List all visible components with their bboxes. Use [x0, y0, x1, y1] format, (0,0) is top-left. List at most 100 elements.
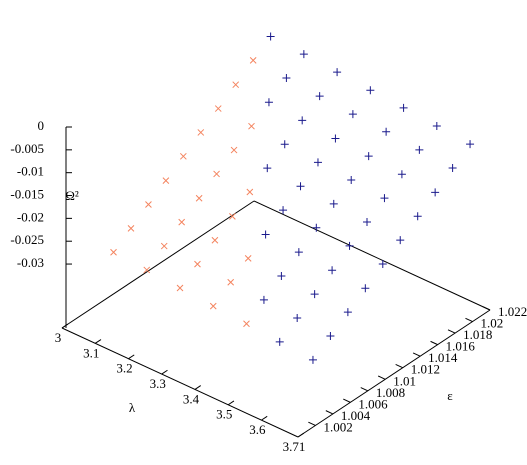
point [364, 152, 373, 161]
point [248, 122, 255, 130]
y-tick-label: 1.01 [393, 373, 416, 388]
point [382, 127, 391, 136]
point [197, 129, 205, 136]
point [431, 188, 440, 197]
point [266, 32, 275, 41]
y-tick [325, 410, 334, 415]
point [366, 86, 375, 95]
y-tick-label: 1.008 [376, 385, 405, 400]
point [362, 217, 371, 226]
x-tick [297, 432, 305, 438]
point [397, 170, 406, 179]
point [214, 105, 222, 112]
point [326, 332, 335, 341]
point [299, 50, 308, 59]
point [399, 103, 408, 112]
y-tick [308, 421, 316, 426]
y-axis [297, 309, 491, 438]
y-tick-label: 1.004 [341, 408, 371, 423]
point [413, 212, 422, 221]
point [227, 278, 235, 286]
point [347, 176, 356, 185]
point [329, 199, 338, 208]
point [230, 146, 238, 154]
point [361, 284, 370, 293]
point [345, 241, 354, 250]
z-tick-label: -0.025 [10, 232, 44, 247]
base-edge [61, 200, 255, 329]
point [396, 236, 405, 245]
x-axis-label: λ [129, 400, 136, 415]
y-tick-label: 1.022 [498, 304, 527, 319]
y-tick-label: 1.016 [446, 339, 476, 354]
x-tick [261, 415, 268, 421]
point [432, 122, 441, 131]
point [279, 206, 288, 215]
x-tick [194, 385, 201, 390]
point [162, 177, 170, 185]
y-tick [482, 306, 491, 311]
point [211, 236, 219, 244]
z-tick-label: 0 [38, 118, 45, 133]
x-tick-label: 3.5 [216, 407, 232, 422]
point [277, 271, 286, 280]
point [280, 140, 289, 149]
point [466, 140, 475, 149]
point [232, 81, 240, 89]
point [127, 225, 135, 232]
point [348, 110, 357, 119]
point [313, 158, 322, 167]
point [415, 145, 424, 154]
base-edge [253, 200, 491, 311]
y-tick [343, 398, 351, 403]
point [259, 295, 268, 304]
y-tick-label: 1.014 [428, 350, 458, 365]
z-tick-label: -0.01 [17, 164, 44, 179]
point [249, 56, 257, 64]
point [298, 116, 307, 125]
point [331, 134, 340, 143]
point [176, 284, 184, 292]
y-tick [430, 340, 438, 346]
point [282, 73, 291, 82]
y-tick [377, 375, 386, 380]
x-tick [128, 354, 135, 360]
x-tick-label: 3.3 [150, 376, 166, 391]
point [264, 98, 273, 107]
point [194, 260, 201, 268]
x-tick-label: 3.4 [183, 391, 200, 406]
point [244, 254, 252, 262]
x-tick [94, 339, 102, 344]
x-tick-label: 3.2 [116, 361, 132, 376]
z-axis-label: Ω² [65, 188, 79, 203]
point [333, 68, 342, 77]
point [378, 259, 387, 268]
point [143, 266, 151, 274]
z-tick-label: -0.02 [17, 209, 44, 224]
point [312, 223, 321, 232]
y-tick-label: 1.02 [481, 316, 504, 331]
x-tick-label: 3 [55, 330, 62, 345]
point [145, 201, 152, 208]
point [195, 194, 203, 202]
point [328, 266, 337, 275]
y-tick [465, 317, 473, 322]
point [315, 92, 324, 101]
z-tick-label: -0.03 [17, 255, 44, 270]
y-tick [360, 387, 369, 392]
point [160, 242, 168, 250]
point [213, 170, 220, 178]
z-tick-label: -0.015 [10, 187, 44, 202]
point [178, 218, 186, 226]
point [296, 182, 305, 191]
point [448, 163, 457, 172]
x-tick [227, 400, 235, 406]
point [380, 194, 389, 203]
point [275, 337, 284, 346]
point [261, 230, 270, 239]
y-tick [412, 352, 421, 357]
y-tick-label: 1.012 [411, 362, 440, 377]
x-axis [61, 327, 299, 438]
x-tick-label: 3.1 [83, 345, 99, 360]
point [310, 290, 319, 299]
